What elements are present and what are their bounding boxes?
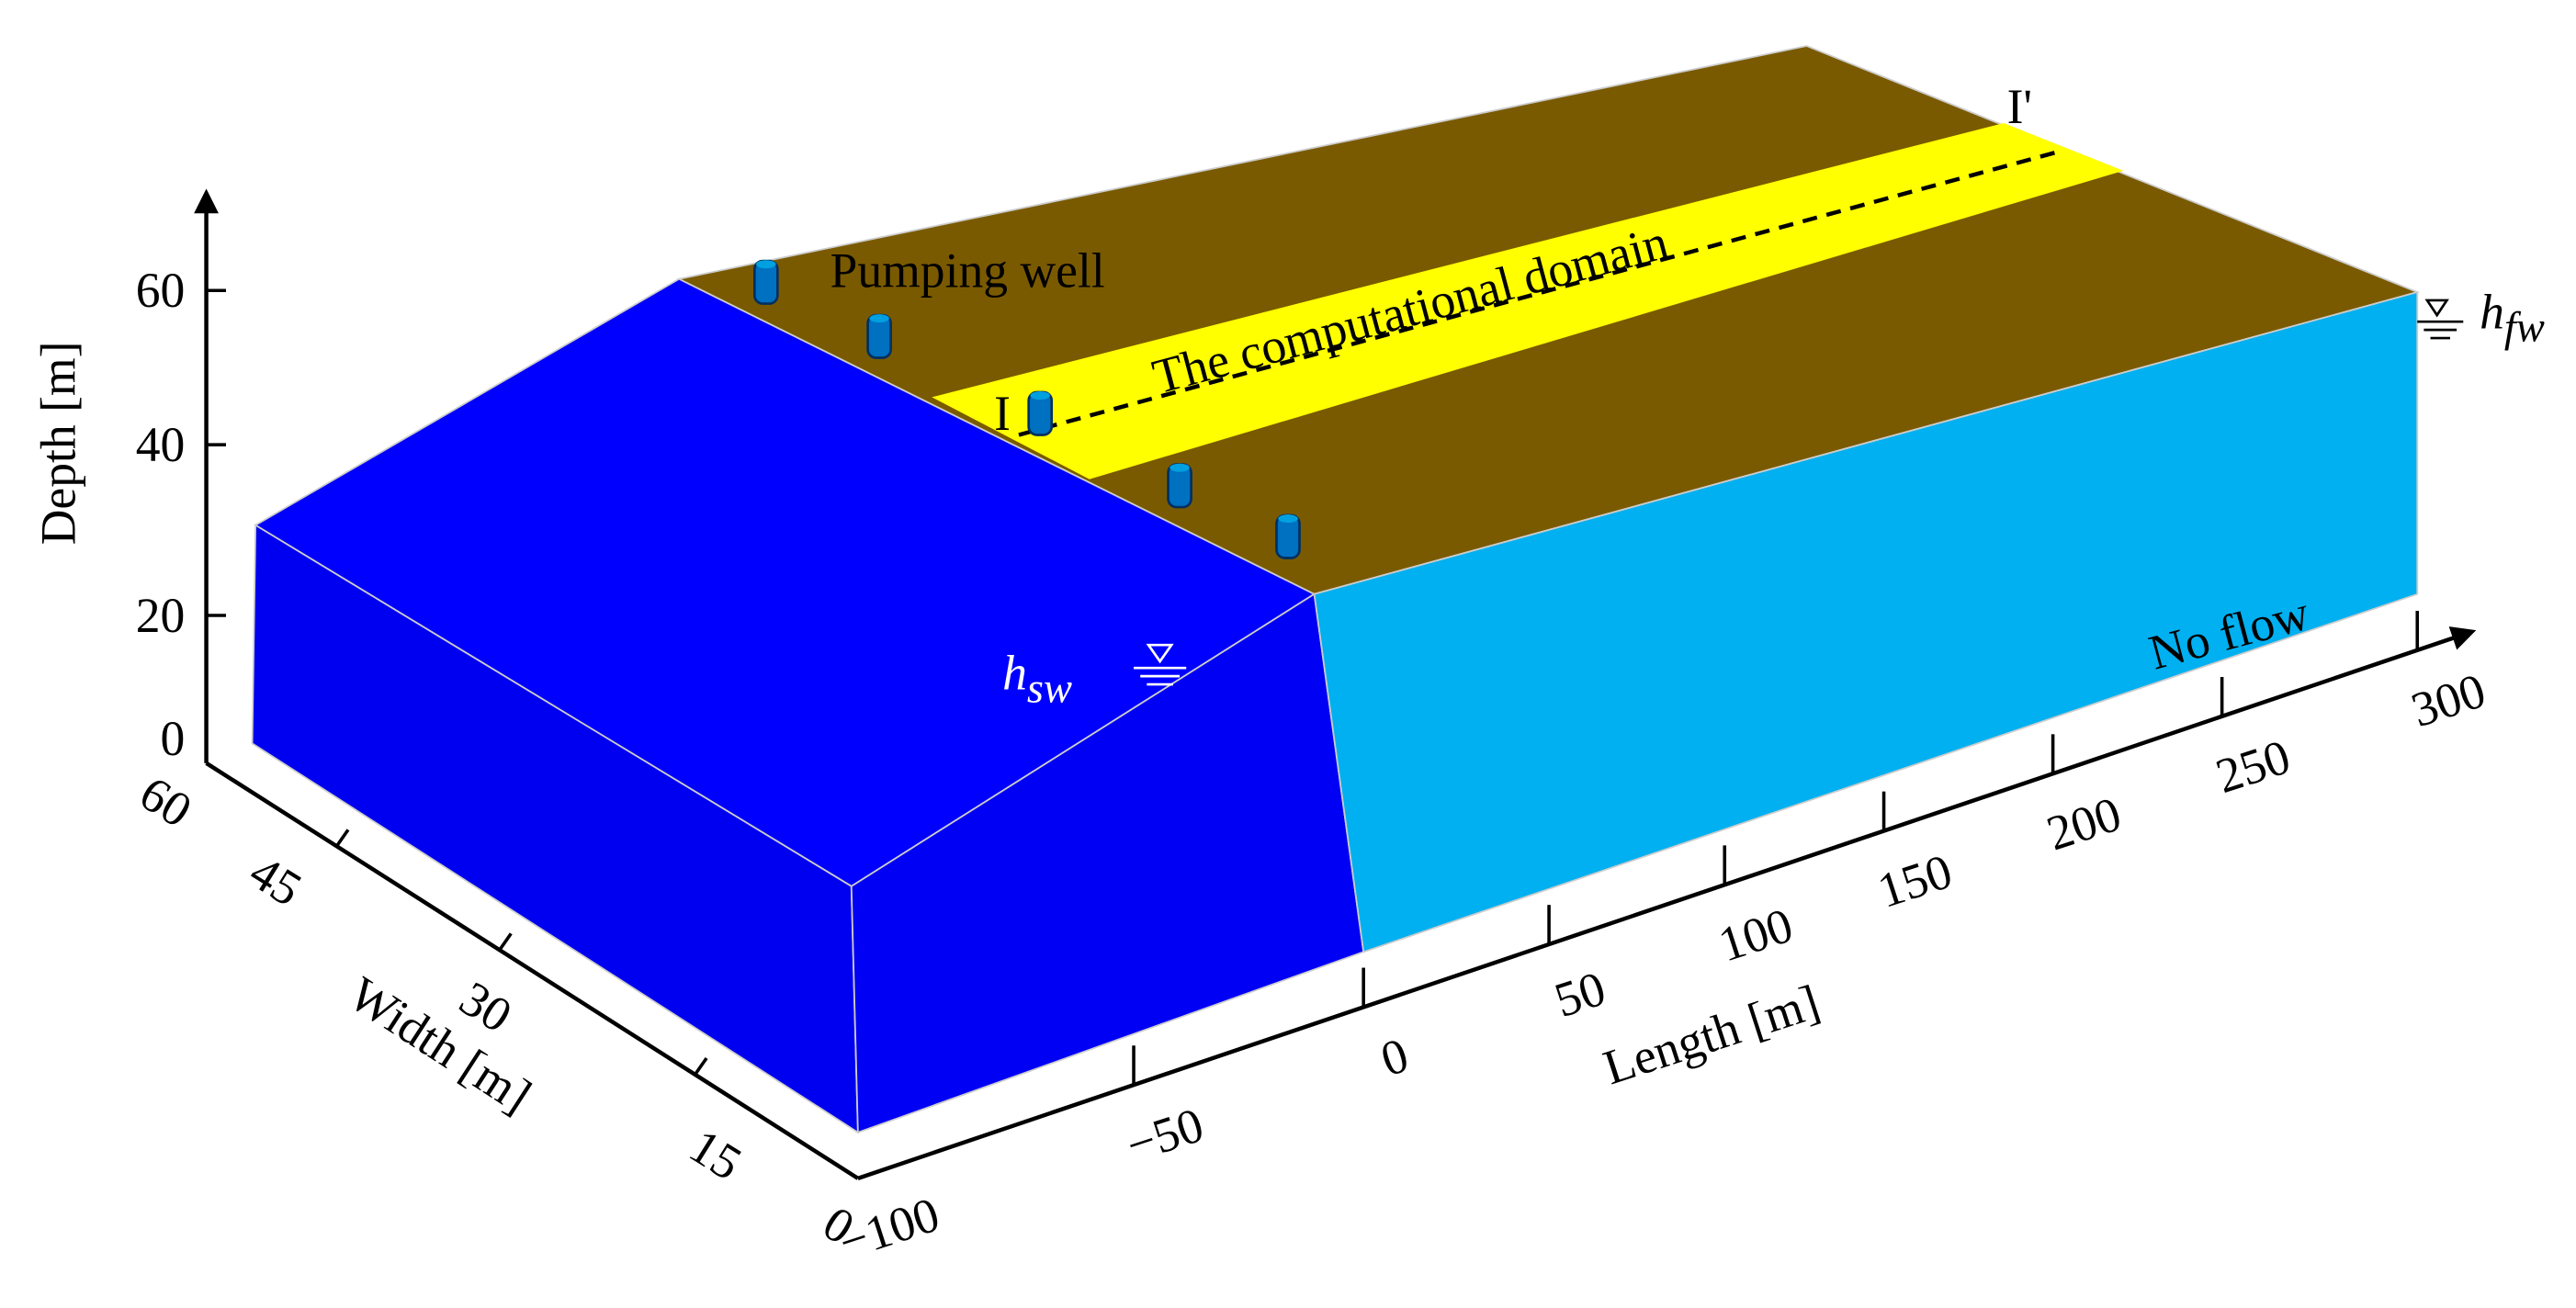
width-axis: [205, 761, 860, 1180]
tick: [694, 1056, 708, 1076]
h-sw-label: hsw: [1002, 645, 1072, 712]
h-sw-sub: sw: [1027, 666, 1072, 713]
depth-tick-label: 40: [136, 417, 186, 472]
length-tick-label: 0: [1374, 1027, 1415, 1087]
length-tick-label: −50: [1120, 1097, 1210, 1173]
well-top: [1030, 391, 1050, 400]
length-tick-label: 100: [1712, 897, 1800, 973]
length-axis: [857, 626, 2477, 1180]
h-fw-base: h: [2480, 284, 2504, 339]
water-symbol: [1134, 643, 1187, 686]
h-fw-label: hfw: [2480, 284, 2545, 351]
length-tick-label: 300: [2404, 662, 2491, 738]
depth-tick-label: 0: [161, 711, 186, 766]
computational-domain: [932, 123, 2124, 479]
length-tick-label: 50: [1548, 961, 1612, 1029]
well-top: [869, 314, 889, 323]
depth-tick-label: 20: [136, 588, 186, 643]
length-title: Length [m]: [1597, 974, 1825, 1095]
length-tick-label: 200: [2040, 786, 2128, 862]
aquifer-side: [1313, 290, 2419, 953]
well-top: [756, 260, 776, 269]
h-fw-sub: fw: [2504, 305, 2545, 352]
well-top: [1169, 463, 1190, 472]
pumping-well-label: Pumping well: [830, 243, 1105, 299]
well-top: [1278, 514, 1298, 524]
width-tick-label: 60: [130, 765, 201, 838]
wells: [752, 259, 1301, 559]
section-start: I: [994, 386, 1011, 441]
length-tick-label: 250: [2209, 728, 2297, 804]
tick: [498, 932, 513, 952]
width-tick-label: 45: [241, 844, 311, 917]
depth-title: Depth [m]: [31, 342, 86, 546]
tick: [334, 829, 350, 848]
length-tick-label: 150: [1871, 843, 1959, 919]
depth-tick-label: 60: [136, 263, 186, 318]
section-end: I': [2007, 79, 2033, 134]
section-line: [1018, 149, 2062, 437]
width-tick-label: 15: [680, 1118, 751, 1190]
h-sw-base: h: [1002, 645, 1027, 700]
water-symbol: [2417, 299, 2464, 340]
